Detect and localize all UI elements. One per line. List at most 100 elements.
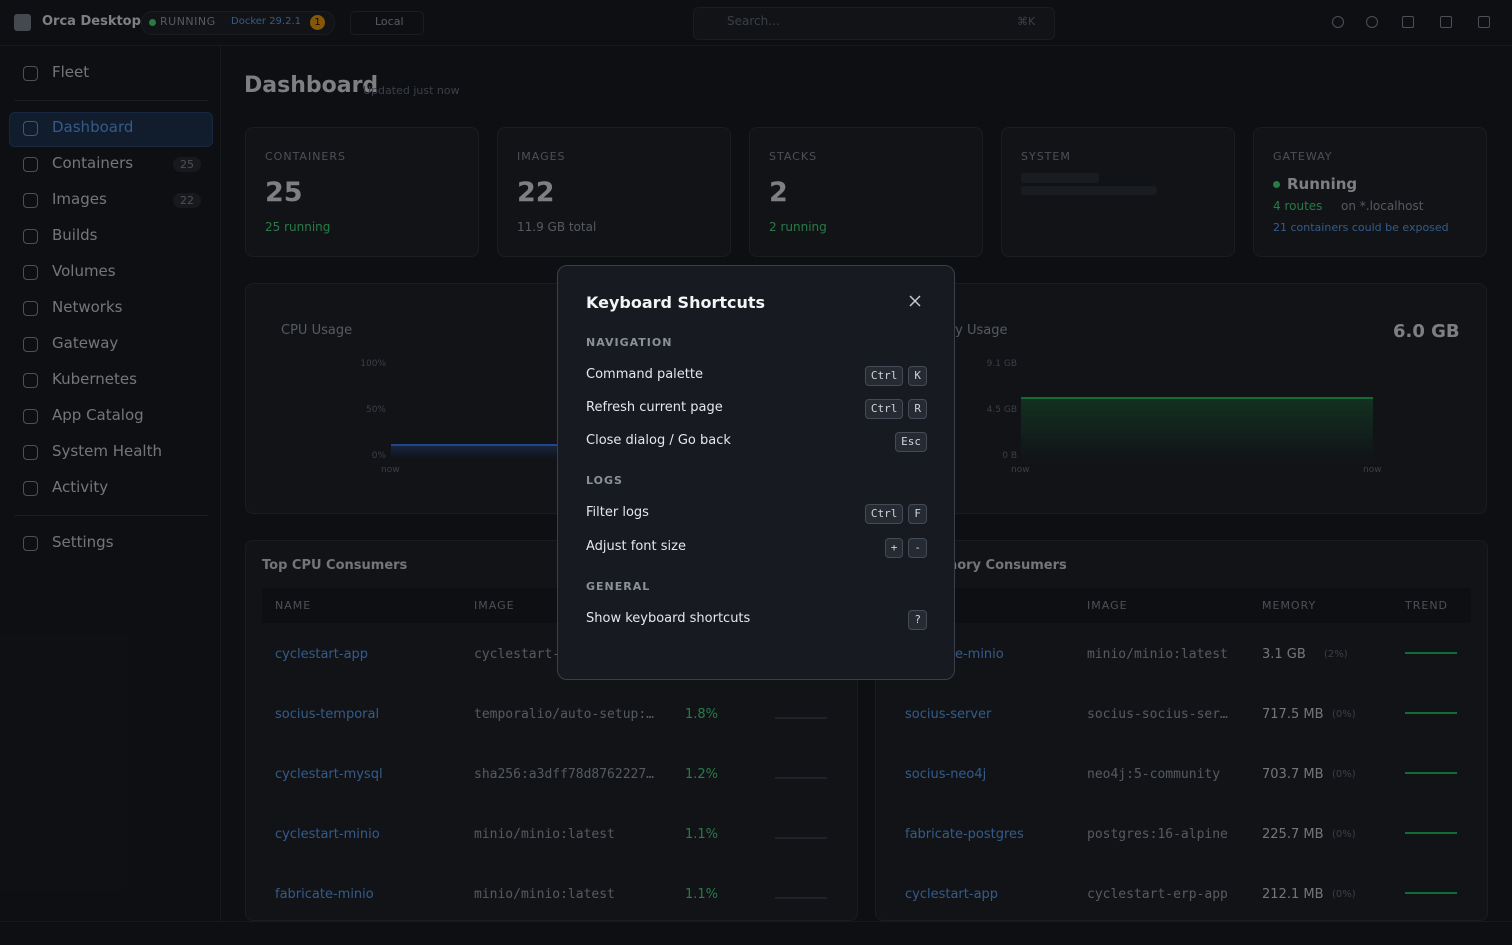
close[interactable] xyxy=(1478,16,1490,28)
nav-icon xyxy=(23,445,38,460)
trend-line xyxy=(1405,892,1457,894)
shortcut-label: Refresh current page xyxy=(586,400,723,415)
container-name[interactable]: cyclestart-minio xyxy=(275,827,380,842)
gateway-routes: 4 routes xyxy=(1273,199,1323,213)
search-box[interactable] xyxy=(693,7,1055,40)
trend-line xyxy=(775,717,827,719)
x-tick-label: now xyxy=(381,465,400,475)
container-name[interactable]: socius-server xyxy=(905,707,992,722)
nav-label[interactable]: App Catalog xyxy=(52,406,144,424)
search-placeholder: Search... xyxy=(727,14,780,28)
stat-label: CONTAINERS xyxy=(265,150,347,163)
nav-icon xyxy=(23,481,38,496)
shortcut-label: Adjust font size xyxy=(586,539,686,554)
image-name: postgres:16-alpine xyxy=(1087,827,1228,842)
container-name[interactable]: cyclestart-mysql xyxy=(275,767,383,782)
loading-bar xyxy=(1021,173,1099,183)
stat-sub: 25 running xyxy=(265,220,331,234)
key-cap: F xyxy=(908,504,927,524)
stat-sub: 2 running xyxy=(769,220,827,234)
nav-label[interactable]: Gateway xyxy=(52,334,119,352)
image-name: minio/minio:latest xyxy=(474,827,615,842)
column-header: MEMORY xyxy=(1262,599,1317,612)
nav-count: 25 xyxy=(173,157,201,172)
nav-label[interactable]: Dashboard xyxy=(52,118,134,136)
gateway-domain: on *.localhost xyxy=(1341,199,1424,213)
status-text: RUNNING xyxy=(160,15,216,28)
key-cap: - xyxy=(908,538,927,558)
stat-card xyxy=(749,127,983,257)
image-name: socius-socius-ser… xyxy=(1087,707,1228,722)
stat-value: 2 xyxy=(769,177,788,208)
dialog-title: Keyboard Shortcuts xyxy=(586,293,766,312)
usage-value: 225.7 MB xyxy=(1262,827,1324,842)
close-icon xyxy=(909,295,921,307)
container-name[interactable]: cyclestart-app xyxy=(275,647,369,662)
usage-percent: (0%) xyxy=(1332,709,1356,720)
gateway-exposable[interactable]: 21 containers could be exposed xyxy=(1273,221,1449,234)
key-cap: Ctrl xyxy=(864,399,904,419)
usage-value: 1.8% xyxy=(685,707,719,722)
page-title: Dashboard xyxy=(244,73,379,98)
nav-label[interactable]: Settings xyxy=(52,533,114,551)
usage-percent: (0%) xyxy=(1332,769,1356,780)
nav-label[interactable]: Networks xyxy=(52,298,123,316)
container-name[interactable]: socius-temporal xyxy=(275,707,380,722)
shortcut-keys: Esc xyxy=(890,430,927,452)
trend-line xyxy=(775,777,827,779)
nav-label[interactable]: System Health xyxy=(52,442,162,460)
shortcut-keys: ? xyxy=(903,608,927,630)
search-shortcut: ⌘K xyxy=(1017,15,1036,28)
trend-line xyxy=(1405,712,1457,714)
container-name[interactable]: fabricate-postgres xyxy=(905,827,1024,842)
y-tick-label: 0 B xyxy=(1002,451,1017,461)
shortcut-label: Show keyboard shortcuts xyxy=(586,611,751,626)
key-cap: + xyxy=(884,538,904,558)
minimize[interactable] xyxy=(1402,16,1414,28)
chart-area xyxy=(1021,397,1373,459)
y-tick-label: 9.1 GB xyxy=(986,359,1017,369)
nav-icon xyxy=(23,193,38,208)
y-tick-label: 100% xyxy=(360,359,386,369)
key-cap: Esc xyxy=(895,432,927,452)
shortcut-keys: Ctrl F xyxy=(860,502,927,524)
container-name[interactable]: cyclestart-app xyxy=(905,887,999,902)
usage-value: 212.1 MB xyxy=(1262,887,1324,902)
nav-label[interactable]: Volumes xyxy=(52,262,116,280)
maximize[interactable] xyxy=(1440,16,1452,28)
context-selector[interactable] xyxy=(350,11,424,35)
column-header: TREND xyxy=(1405,599,1449,612)
nav-label[interactable]: Fleet xyxy=(52,63,90,81)
image-name: minio/minio:latest xyxy=(474,887,615,902)
close-button[interactable] xyxy=(908,294,922,308)
table-header xyxy=(892,588,1471,623)
usage-percent: (0%) xyxy=(1332,889,1356,900)
key-cap: Ctrl xyxy=(864,366,904,386)
usage-percent: (0%) xyxy=(1332,829,1356,840)
nav-label[interactable]: Builds xyxy=(52,226,98,244)
y-tick-label: 4.5 GB xyxy=(986,405,1017,415)
context-label: Local xyxy=(375,15,404,28)
usage-value: 717.5 MB xyxy=(1262,707,1324,722)
stat-label: SYSTEM xyxy=(1021,150,1071,163)
nav-label[interactable]: Kubernetes xyxy=(52,370,137,388)
stat-card xyxy=(245,127,479,257)
trend-line xyxy=(775,837,827,839)
notifications[interactable] xyxy=(1366,16,1378,28)
x-tick-label: now xyxy=(1363,465,1382,475)
shortcuts-dialog: Keyboard Shortcuts NAVIGATION Command pale… xyxy=(557,265,955,680)
section-heading: LOGS xyxy=(586,474,623,487)
nav-icon xyxy=(23,373,38,388)
nav-label[interactable]: Containers xyxy=(52,154,134,172)
ai-button[interactable] xyxy=(1332,16,1344,28)
container-name[interactable]: socius-neo4j xyxy=(905,767,987,782)
nav-icon xyxy=(23,409,38,424)
nav-icon xyxy=(23,301,38,316)
trend-line xyxy=(1405,652,1457,654)
container-name[interactable]: fabricate-minio xyxy=(275,887,374,902)
nav-label[interactable]: Images xyxy=(52,190,107,208)
gateway-dot xyxy=(1273,181,1280,188)
warning-badge: 1 xyxy=(310,15,325,30)
nav-label[interactable]: Activity xyxy=(52,478,109,496)
